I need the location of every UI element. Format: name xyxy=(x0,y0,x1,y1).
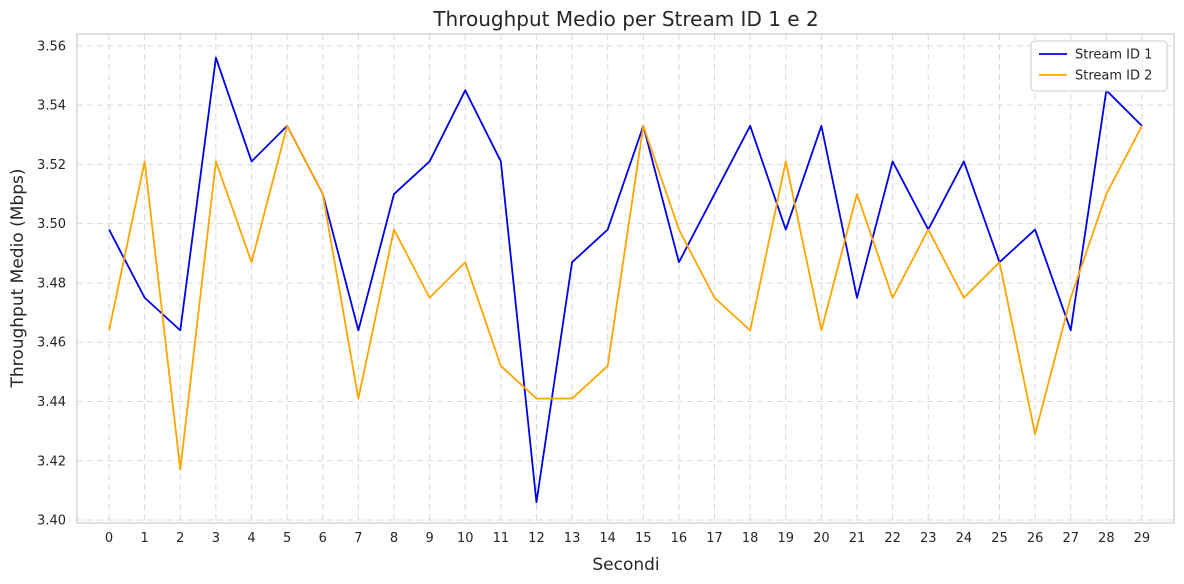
x-tick-label: 12 xyxy=(528,531,545,546)
x-tick-label: 13 xyxy=(564,531,581,546)
y-tick-label: 3.50 xyxy=(37,217,66,232)
x-axis-title: Secondi xyxy=(592,555,659,575)
x-tick-label: 9 xyxy=(425,531,433,546)
x-tick-label: 14 xyxy=(599,531,616,546)
x-tick-label: 28 xyxy=(1098,531,1115,546)
x-tick-label: 7 xyxy=(354,531,362,546)
y-tick-label: 3.42 xyxy=(37,454,66,469)
x-tick-label: 15 xyxy=(635,531,652,546)
y-tick-label: 3.48 xyxy=(37,276,66,291)
x-tick-label: 11 xyxy=(493,531,510,546)
y-tick-labels: 3.40 3.42 3.44 3.46 3.48 3.50 3.52 3.54 3.56 xyxy=(37,39,66,528)
y-tick-label: 3.52 xyxy=(37,158,66,173)
y-tick-label: 3.54 xyxy=(37,99,66,114)
x-tick-label: 5 xyxy=(283,531,291,546)
x-tick-label: 1 xyxy=(141,531,149,546)
x-tick-label: 16 xyxy=(671,531,688,546)
x-tick-label: 18 xyxy=(742,531,759,546)
x-tick-label: 21 xyxy=(849,531,866,546)
x-tick-label: 24 xyxy=(956,531,973,546)
x-tick-labels: 0 1 2 3 4 5 6 7 8 9 10 11 12 13 14 15 16 17 18 19 20 21 22 23 24… xyxy=(105,531,1150,546)
legend: Stream ID 1 Stream ID 2 xyxy=(1030,40,1168,92)
x-tick-label: 3 xyxy=(212,531,220,546)
x-tick-label: 17 xyxy=(706,531,723,546)
x-tick-label: 19 xyxy=(778,531,795,546)
x-tick-label: 4 xyxy=(247,531,255,546)
x-tick-label: 10 xyxy=(457,531,474,546)
y-axis-title: Throughput Medio (Mbps) xyxy=(8,169,28,389)
x-tick-label: 8 xyxy=(390,531,398,546)
series-line-stream-id-2 xyxy=(108,124,1143,471)
y-tick-label: 3.40 xyxy=(37,514,66,529)
legend-label: Stream ID 1 xyxy=(1075,48,1152,63)
x-tick-label: 25 xyxy=(991,531,1008,546)
y-tick-label: 3.56 xyxy=(37,39,66,54)
legend-label: Stream ID 2 xyxy=(1075,69,1152,84)
x-tick-label: 6 xyxy=(319,531,327,546)
x-tick-label: 0 xyxy=(105,531,113,546)
x-tick-label: 22 xyxy=(884,531,901,546)
x-tick-label: 2 xyxy=(176,531,184,546)
chart-title: Throughput Medio per Stream ID 1 e 2 xyxy=(432,7,818,31)
x-tick-label: 23 xyxy=(920,531,937,546)
series-lines xyxy=(108,56,1143,504)
series-line-stream-id-1 xyxy=(108,56,1143,504)
y-tick-label: 3.46 xyxy=(37,336,66,351)
y-tick-label: 3.44 xyxy=(37,395,66,410)
x-tick-label: 26 xyxy=(1027,531,1044,546)
plot-frame xyxy=(76,33,1175,524)
x-tick-label: 20 xyxy=(813,531,830,546)
x-tick-label: 29 xyxy=(1134,531,1151,546)
grid xyxy=(77,34,1174,523)
x-tick-label: 27 xyxy=(1062,531,1079,546)
